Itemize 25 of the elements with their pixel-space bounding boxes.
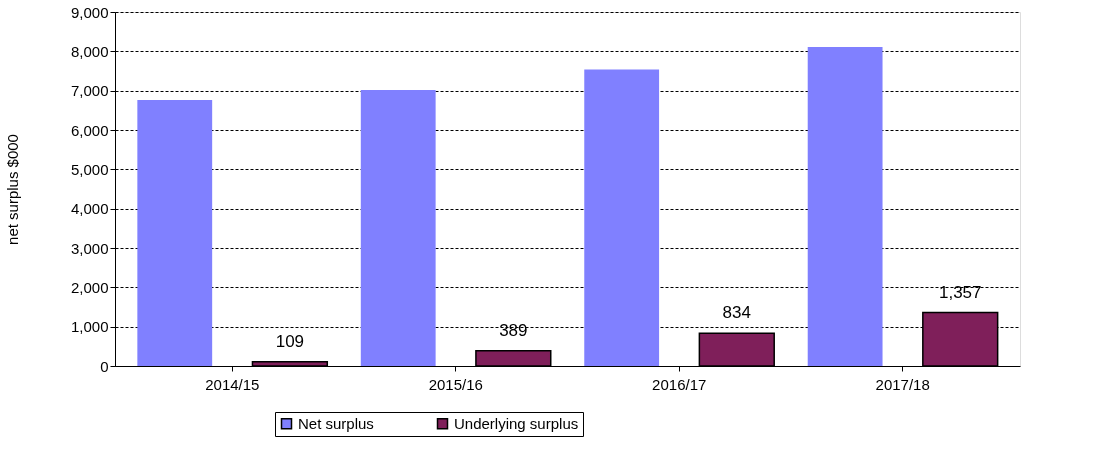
y-tick-label: 3,000 <box>70 239 109 257</box>
data-label: 389 <box>499 320 528 340</box>
bar <box>584 69 660 366</box>
legend-label: Net surplus <box>298 414 374 432</box>
y-tick-label: 9,000 <box>70 3 109 21</box>
y-tick-label: 4,000 <box>70 200 109 218</box>
data-label: 834 <box>722 303 751 323</box>
data-label: 109 <box>275 331 305 351</box>
data-label: 1,357 <box>938 282 982 302</box>
bar <box>807 47 883 366</box>
x-tick-label: 2015/16 <box>428 375 483 393</box>
y-tick-label: 6,000 <box>70 121 109 139</box>
bar <box>360 89 436 366</box>
x-tick-label: 2016/17 <box>652 375 707 393</box>
y-tick-label: 5,000 <box>70 160 109 178</box>
y-tick-label: 2,000 <box>70 278 109 296</box>
y-tick-label: 7,000 <box>70 82 109 100</box>
y-tick-label: 0 <box>100 357 109 375</box>
y-tick-label: 8,000 <box>70 42 109 60</box>
x-tick-label: 2017/18 <box>875 375 930 393</box>
y-axis-title: net surplus $000 <box>3 134 21 245</box>
y-tick-label: 1,000 <box>70 318 109 336</box>
legend-label: Underlying surplus <box>454 414 579 432</box>
bar <box>137 100 213 366</box>
x-tick-label: 2014/15 <box>205 375 260 393</box>
